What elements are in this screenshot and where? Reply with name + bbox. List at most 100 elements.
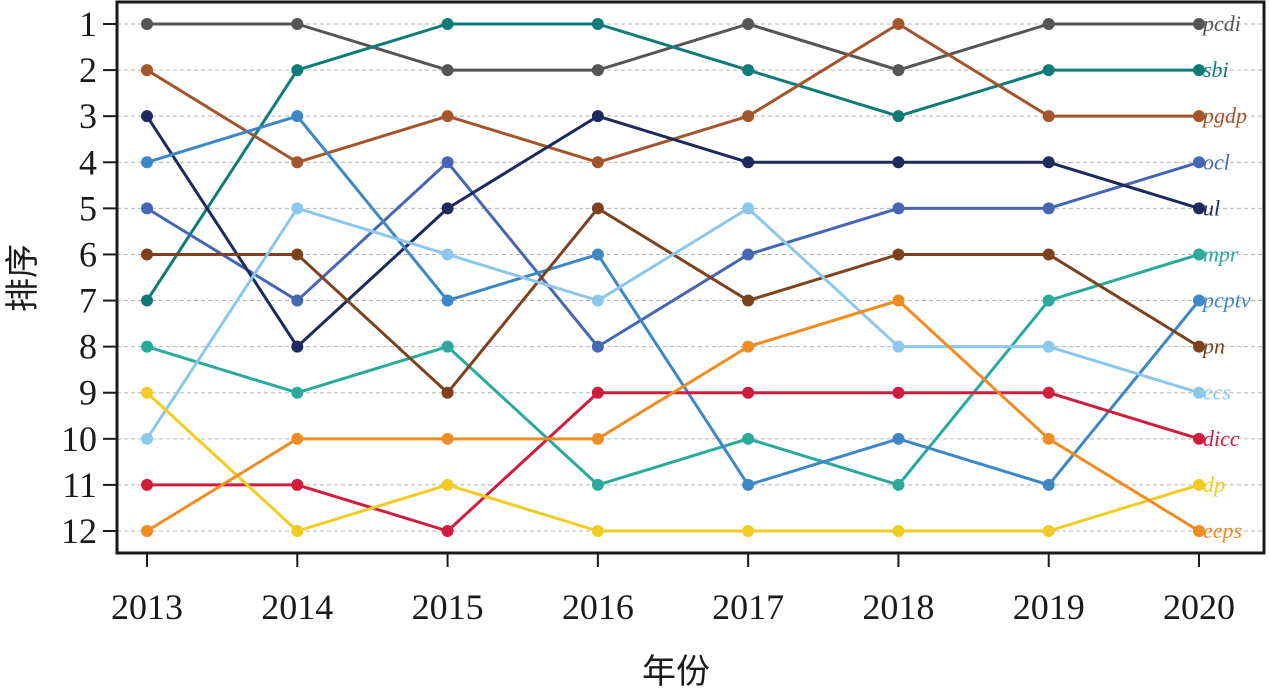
point-pn (291, 248, 304, 261)
point-dp (591, 525, 604, 537)
series-label-pgdp: pgdp (1201, 103, 1247, 128)
point-sbi (591, 18, 604, 30)
point-pcptv (291, 110, 304, 123)
point-sbi (892, 110, 905, 123)
point-eeps (742, 340, 755, 353)
point-pgdp (1042, 110, 1055, 123)
series-labels: pcdi sbi pgdp ocl ul mpr pcptv pn ecs dicc dp eeps (1201, 11, 1251, 543)
point-pgdp (441, 110, 454, 123)
x-tick-label: 2016 (562, 587, 634, 627)
point-pn (1042, 248, 1055, 261)
point-mpr (742, 432, 755, 445)
series-label-pcptv: pcptv (1201, 288, 1251, 313)
point-sbi (742, 64, 755, 77)
plot-frame (115, 0, 1266, 555)
series-label-eeps: eeps (1203, 518, 1242, 543)
point-eeps (291, 432, 304, 445)
series-line-sbi (145, 22, 1199, 302)
point-pcptv (892, 432, 905, 445)
series-label-ecs: ecs (1203, 380, 1231, 405)
point-dp (141, 386, 153, 399)
point-pcdi (591, 64, 604, 77)
point-pcptv (1193, 294, 1205, 307)
y-tick-label: 8 (79, 327, 97, 367)
point-ul (141, 110, 153, 123)
point-ul (1042, 156, 1055, 169)
series-line-dp (145, 391, 1200, 533)
point-pcdi (1193, 18, 1205, 30)
point-pn (441, 386, 454, 399)
y-tick-label: 10 (61, 419, 97, 459)
point-dicc (141, 478, 153, 491)
point-pcptv (591, 248, 604, 261)
y-tick-label: 2 (79, 50, 97, 90)
series-lines (145, 22, 1201, 533)
series-line-pgdp (146, 22, 1199, 164)
point-ecs (1193, 386, 1205, 399)
point-ecs (291, 202, 304, 215)
point-pcdi (742, 18, 755, 30)
point-pn (141, 248, 153, 261)
series-line-pcptv (146, 114, 1201, 487)
point-ocl (291, 294, 304, 307)
series-line-eeps (146, 299, 1200, 533)
point-eeps (1193, 525, 1205, 537)
x-tick-label: 2014 (261, 587, 333, 627)
series-label-dicc: dicc (1203, 426, 1240, 451)
y-tick-label: 3 (79, 96, 97, 136)
point-mpr (1042, 294, 1055, 307)
point-pcdi (291, 18, 304, 30)
point-pn (591, 202, 604, 215)
point-ul (591, 110, 604, 123)
point-ocl (742, 248, 755, 261)
point-eeps (441, 432, 454, 445)
point-ocl (591, 340, 604, 353)
point-dp (1193, 478, 1205, 491)
point-pgdp (742, 110, 755, 123)
point-eeps (892, 294, 905, 307)
series-label-mpr: mpr (1203, 241, 1239, 266)
point-pgdp (141, 64, 153, 77)
point-ul (1193, 202, 1205, 215)
point-ocl (892, 202, 905, 215)
y-tick-label: 7 (79, 281, 97, 321)
point-pgdp (591, 156, 604, 169)
series-line-ecs (145, 206, 1200, 440)
point-pcptv (742, 478, 755, 491)
point-sbi (1193, 64, 1205, 77)
x-axis-title: 年份 (642, 652, 710, 692)
y-tick-label: 5 (79, 188, 97, 228)
y-tick-label: 11 (62, 465, 97, 505)
point-ul (291, 340, 304, 353)
point-ul (892, 156, 905, 169)
x-tick-label: 2015 (412, 587, 484, 627)
point-mpr (591, 478, 604, 491)
point-eeps (141, 525, 153, 537)
series-label-pn: pn (1201, 334, 1225, 359)
y-tick-label: 1 (79, 4, 97, 44)
x-tick-label: 2013 (111, 587, 183, 627)
point-pcptv (1042, 478, 1055, 491)
point-pgdp (1193, 110, 1205, 123)
point-dp (892, 525, 905, 537)
point-ecs (892, 340, 905, 353)
series-label-ocl: ocl (1203, 149, 1230, 174)
point-sbi (141, 294, 153, 307)
point-mpr (892, 478, 905, 491)
series-points (141, 18, 1205, 537)
point-ocl (1042, 202, 1055, 215)
point-dicc (892, 386, 905, 399)
point-dp (1042, 525, 1055, 537)
point-ecs (591, 294, 604, 307)
point-dicc (591, 386, 604, 399)
series-label-sbi: sbi (1203, 57, 1229, 82)
x-tick-label: 2019 (1013, 587, 1085, 627)
point-pn (742, 294, 755, 307)
series-label-pcdi: pcdi (1201, 11, 1241, 36)
point-ecs (1042, 340, 1055, 353)
point-pcptv (141, 156, 153, 169)
point-sbi (291, 64, 304, 77)
x-tick-label: 2018 (862, 587, 934, 627)
point-pcptv (441, 294, 454, 307)
